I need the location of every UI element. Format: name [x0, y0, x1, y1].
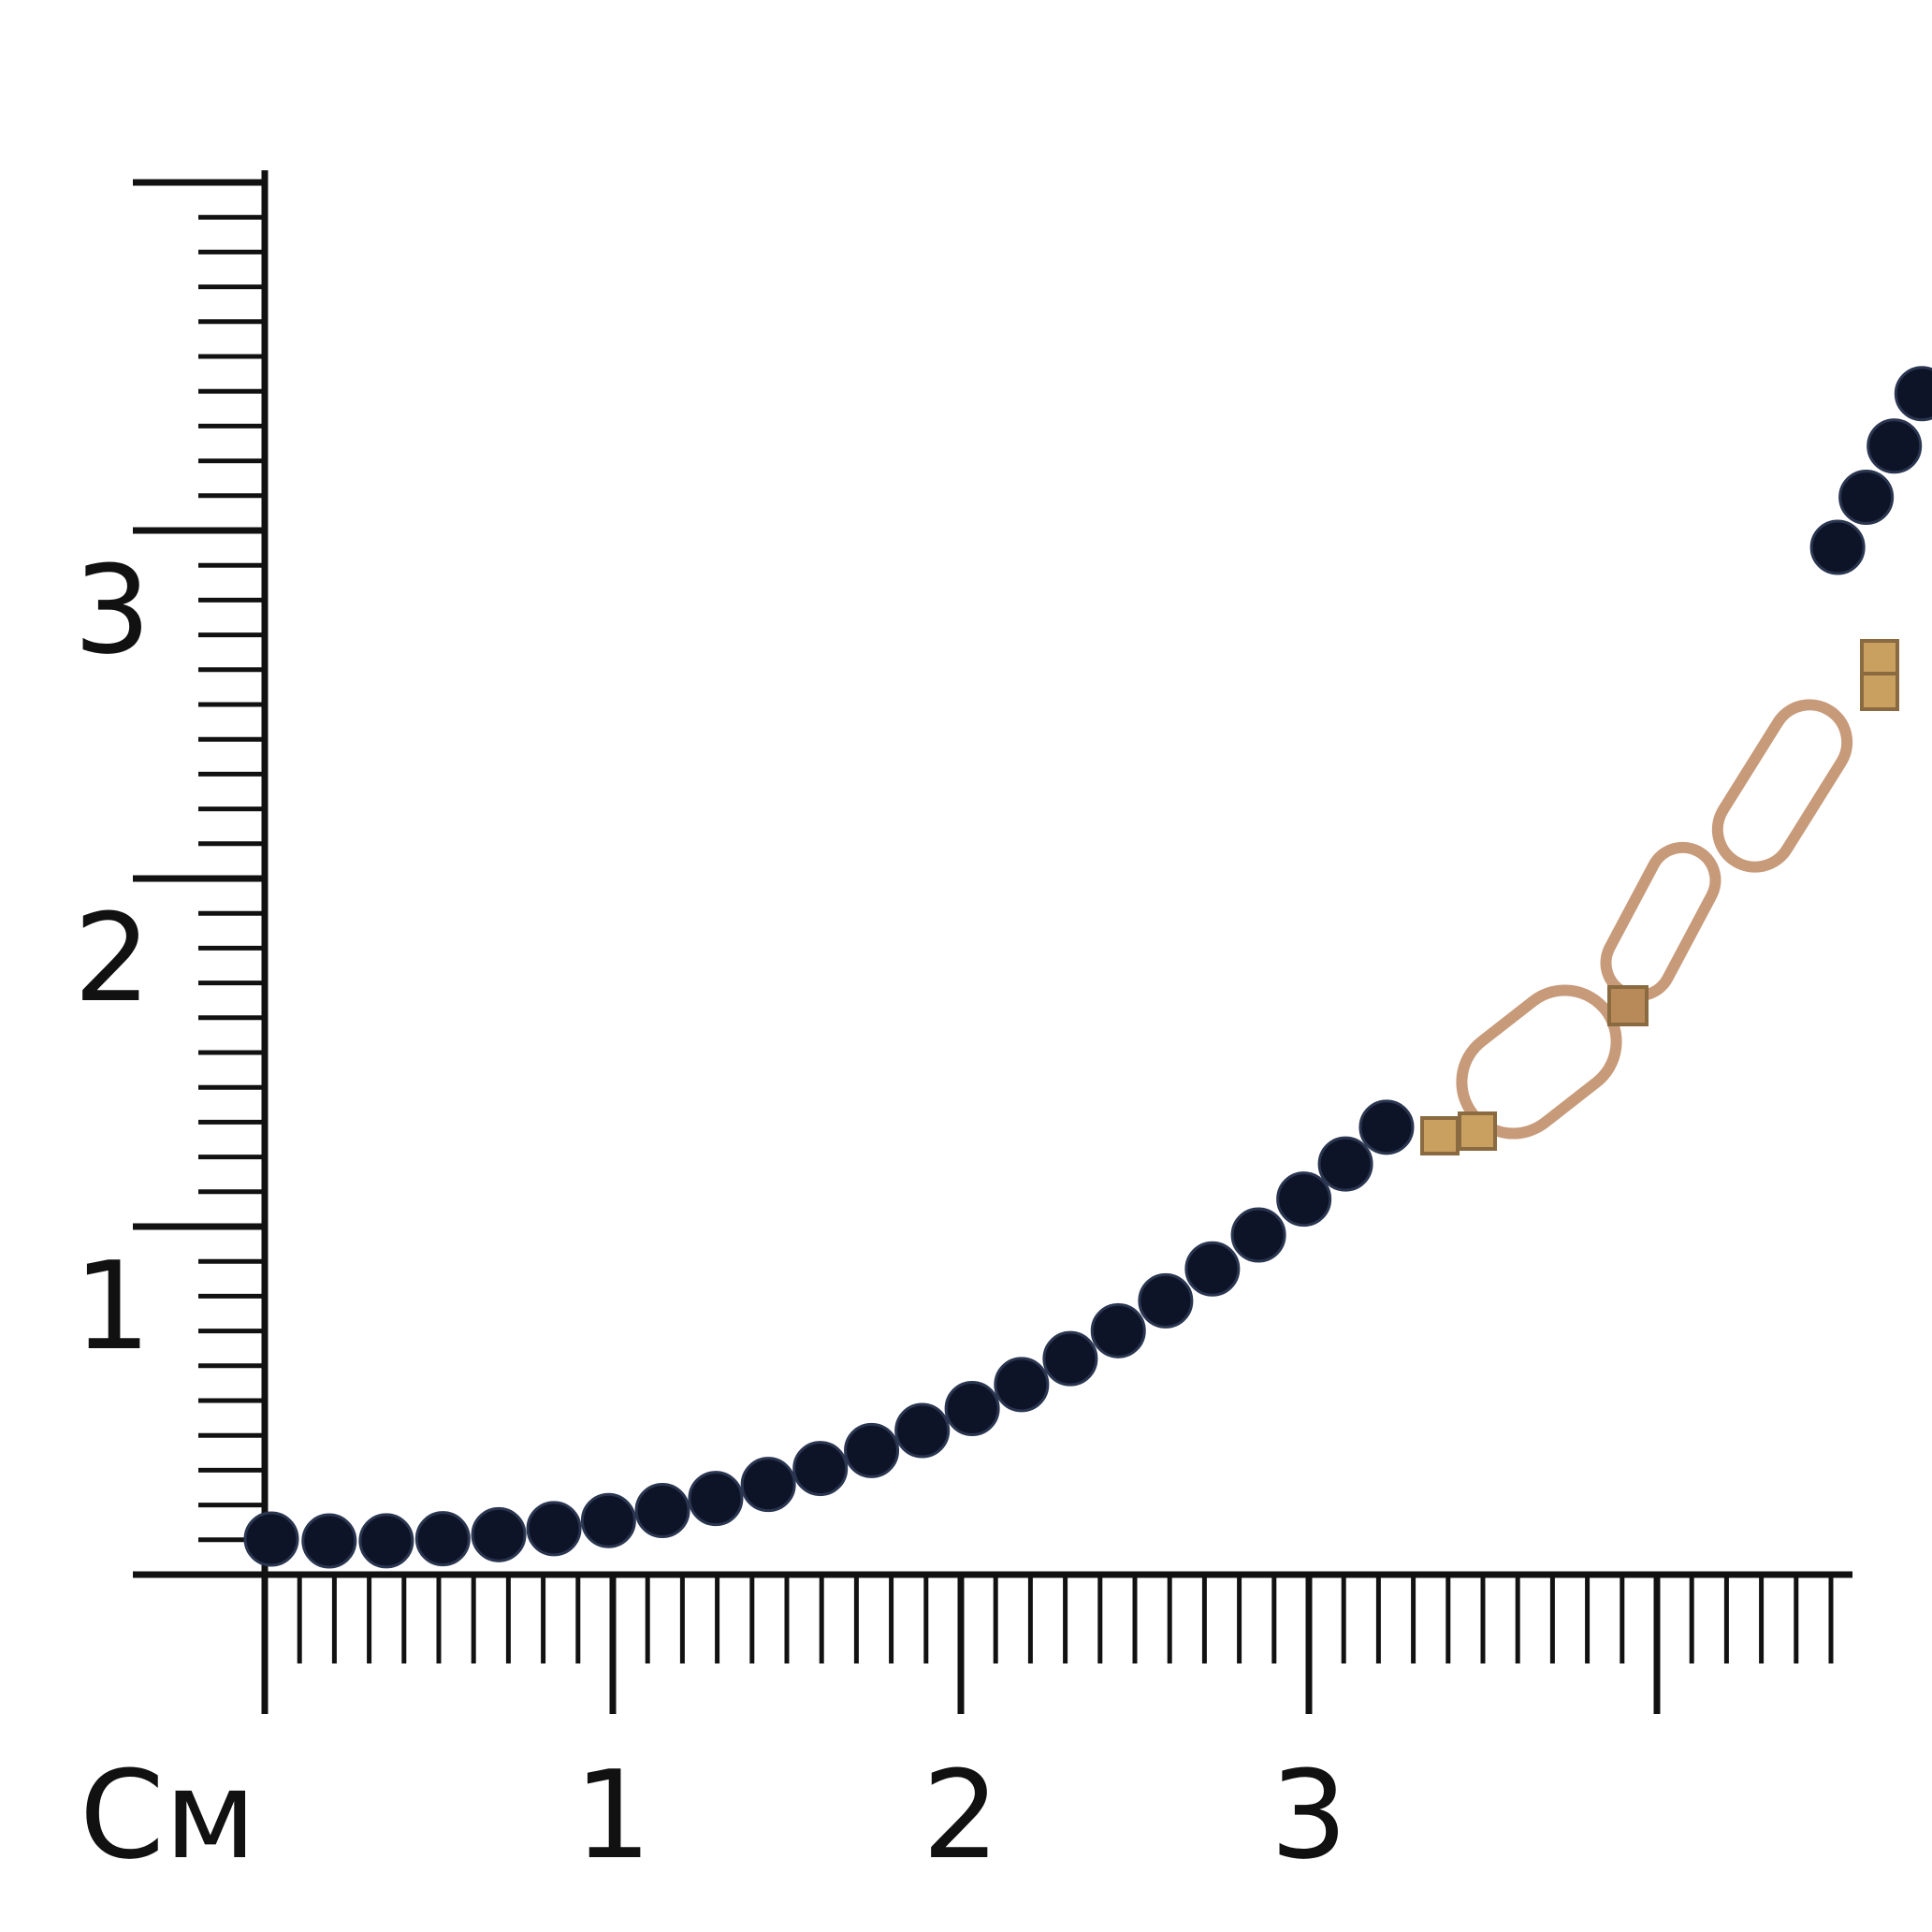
spacer [1458, 1111, 1497, 1151]
bead [844, 1422, 900, 1478]
spacer [1860, 672, 1899, 711]
bead [358, 1513, 414, 1569]
x-label: 1 [574, 1744, 652, 1886]
bead [414, 1511, 471, 1567]
bead [792, 1441, 849, 1497]
bead [1042, 1330, 1098, 1387]
bead [1184, 1241, 1241, 1297]
clasp-bead [1607, 985, 1649, 1026]
spacer [1860, 639, 1899, 678]
unit-label: См [80, 1744, 256, 1886]
clasp-link [1711, 699, 1853, 873]
spacer [1420, 1116, 1460, 1155]
x-label: 3 [1271, 1744, 1348, 1886]
bead [1317, 1136, 1373, 1192]
bead [1358, 1099, 1415, 1155]
bead [740, 1457, 796, 1513]
bead [1138, 1272, 1194, 1329]
y-label: 2 [74, 887, 152, 1029]
y-label: 3 [74, 539, 152, 681]
bead [580, 1492, 636, 1548]
x-label: 2 [922, 1744, 1000, 1886]
clasp [1420, 639, 1899, 1155]
bead [1090, 1302, 1146, 1358]
bead [1894, 366, 1932, 422]
bead [1230, 1207, 1286, 1263]
bead [526, 1501, 582, 1557]
bead [688, 1471, 744, 1527]
ruler [133, 170, 1852, 1714]
bead [1276, 1171, 1332, 1227]
bead [1838, 470, 1895, 526]
bead [894, 1402, 951, 1459]
bead [634, 1483, 690, 1539]
bead [1809, 519, 1866, 575]
bead [471, 1506, 527, 1562]
bead [944, 1381, 1000, 1437]
necklace [243, 366, 1932, 1569]
bead [301, 1513, 357, 1569]
bead [994, 1357, 1050, 1413]
bead [1867, 418, 1923, 474]
bead [243, 1511, 299, 1567]
y-label: 1 [74, 1235, 152, 1377]
